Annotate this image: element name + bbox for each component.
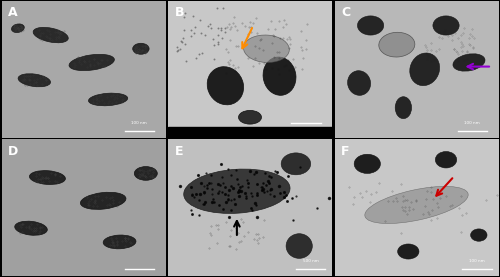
Ellipse shape bbox=[410, 53, 440, 86]
Ellipse shape bbox=[80, 192, 126, 209]
Ellipse shape bbox=[286, 234, 312, 258]
Ellipse shape bbox=[33, 27, 68, 43]
Ellipse shape bbox=[263, 57, 296, 95]
Text: 100 nm: 100 nm bbox=[470, 260, 485, 263]
Text: C: C bbox=[341, 6, 350, 19]
Ellipse shape bbox=[132, 43, 149, 54]
Ellipse shape bbox=[207, 67, 244, 105]
Ellipse shape bbox=[470, 229, 487, 241]
Ellipse shape bbox=[30, 171, 66, 184]
Ellipse shape bbox=[398, 244, 419, 259]
Ellipse shape bbox=[14, 221, 48, 235]
Ellipse shape bbox=[69, 54, 114, 71]
Ellipse shape bbox=[88, 93, 128, 106]
Ellipse shape bbox=[244, 35, 290, 63]
Text: F: F bbox=[341, 145, 349, 158]
Text: B: B bbox=[174, 6, 184, 19]
Ellipse shape bbox=[103, 235, 136, 249]
Ellipse shape bbox=[18, 74, 50, 87]
Bar bbox=[168, 127, 332, 138]
Ellipse shape bbox=[348, 71, 370, 95]
Ellipse shape bbox=[436, 152, 456, 168]
Text: E: E bbox=[174, 145, 183, 158]
Ellipse shape bbox=[379, 32, 415, 57]
Ellipse shape bbox=[281, 153, 310, 175]
Ellipse shape bbox=[433, 16, 459, 35]
Text: 100 nm: 100 nm bbox=[132, 121, 147, 125]
Ellipse shape bbox=[134, 166, 158, 180]
Text: D: D bbox=[8, 145, 18, 158]
Ellipse shape bbox=[238, 111, 262, 124]
Ellipse shape bbox=[365, 186, 468, 224]
Ellipse shape bbox=[184, 169, 290, 213]
Ellipse shape bbox=[12, 24, 24, 32]
Text: A: A bbox=[8, 6, 18, 19]
Ellipse shape bbox=[395, 97, 411, 119]
Text: 500 nm: 500 nm bbox=[302, 260, 318, 263]
Ellipse shape bbox=[354, 154, 380, 173]
Text: 100 nm: 100 nm bbox=[464, 121, 480, 125]
Ellipse shape bbox=[358, 16, 384, 35]
Ellipse shape bbox=[453, 54, 485, 71]
